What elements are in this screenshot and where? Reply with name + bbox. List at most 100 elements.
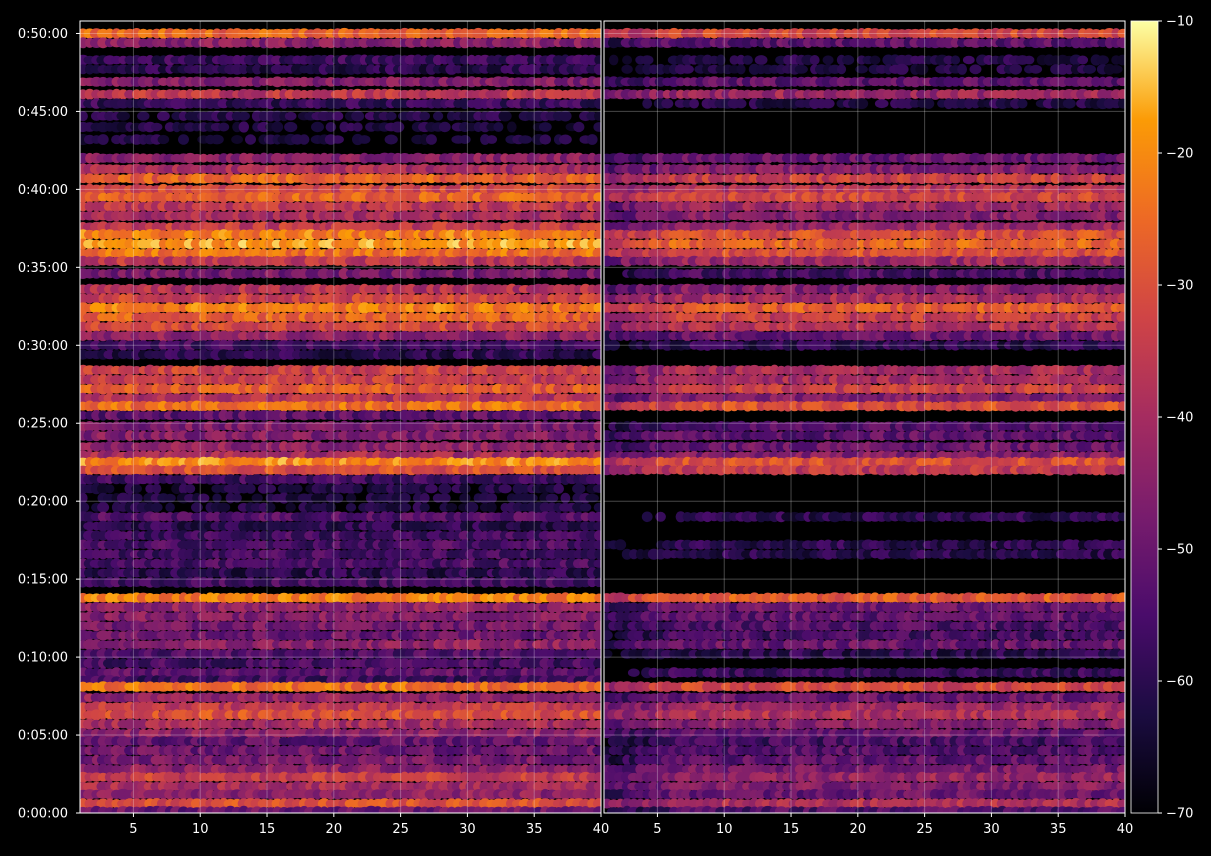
heatmap-cell bbox=[553, 28, 565, 39]
heatmap-cell bbox=[312, 98, 323, 109]
heatmap-cell bbox=[151, 153, 162, 164]
heatmap-cell bbox=[345, 503, 357, 512]
heatmap-cell bbox=[365, 98, 377, 109]
heatmap-cell bbox=[251, 76, 263, 88]
heatmap-cell bbox=[152, 483, 162, 494]
heatmap-cell bbox=[284, 111, 297, 121]
heatmap-cell bbox=[499, 29, 511, 38]
heatmap-cell bbox=[466, 54, 477, 66]
heatmap-cell bbox=[594, 549, 601, 560]
heatmap-cell bbox=[225, 202, 236, 211]
heatmap-cell bbox=[239, 64, 249, 75]
heatmap-cell bbox=[473, 152, 484, 164]
heatmap-cell bbox=[579, 503, 592, 512]
heatmap-cell bbox=[580, 192, 591, 202]
heatmap-cell bbox=[212, 202, 222, 211]
heatmap-cell bbox=[150, 502, 163, 513]
heatmap-cell bbox=[331, 135, 344, 144]
heatmap-cell bbox=[593, 192, 601, 203]
heatmap-cell bbox=[438, 121, 451, 133]
heatmap-cell bbox=[165, 502, 175, 512]
heatmap-cell bbox=[593, 284, 601, 295]
heatmap-cell bbox=[593, 374, 601, 386]
heatmap-cell bbox=[459, 483, 471, 494]
heatmap-cell bbox=[538, 122, 552, 132]
heatmap-cell bbox=[539, 134, 551, 145]
heatmap-cell bbox=[592, 89, 601, 100]
heatmap-cell bbox=[473, 174, 483, 183]
heatmap-cell bbox=[594, 431, 601, 441]
heatmap-cell bbox=[218, 153, 229, 164]
heatmap-cell bbox=[385, 111, 397, 121]
heatmap-cell bbox=[426, 38, 437, 48]
heatmap-cell bbox=[493, 122, 504, 132]
heatmap-cell bbox=[157, 134, 170, 145]
heatmap-cell bbox=[594, 530, 601, 541]
heatmap-cell bbox=[438, 483, 452, 495]
heatmap-cell bbox=[391, 121, 405, 133]
heatmap-panel-left bbox=[80, 27, 601, 813]
heatmap-cell bbox=[559, 110, 572, 122]
heatmap-cell bbox=[291, 89, 303, 100]
heatmap-cell bbox=[586, 134, 598, 145]
heatmap-cell bbox=[425, 134, 437, 145]
heatmap-cell bbox=[284, 121, 298, 133]
heatmap-cell bbox=[459, 201, 471, 212]
heatmap-cell bbox=[453, 184, 464, 195]
heatmap-cell bbox=[272, 110, 283, 122]
heatmap-cell bbox=[592, 629, 601, 641]
heatmap-cell bbox=[593, 511, 601, 522]
heatmap-cell bbox=[419, 111, 431, 121]
heatmap-cell bbox=[593, 442, 601, 451]
heatmap-cell bbox=[592, 77, 601, 87]
heatmap-cell bbox=[572, 483, 586, 494]
heatmap-cell bbox=[587, 152, 597, 164]
heatmap-cell bbox=[593, 63, 601, 75]
heatmap-cell bbox=[332, 98, 344, 109]
heatmap-cell bbox=[593, 400, 601, 412]
heatmap-cell bbox=[593, 620, 601, 632]
heatmap-cell bbox=[519, 163, 531, 175]
heatmap-cell bbox=[459, 135, 471, 144]
heatmap-cell bbox=[131, 484, 143, 494]
heatmap-cell bbox=[198, 153, 209, 163]
heatmap-cell bbox=[425, 484, 438, 494]
heatmap-cell bbox=[384, 134, 398, 145]
heatmap-cell bbox=[592, 256, 601, 266]
heatmap-cell bbox=[560, 492, 571, 504]
heatmap-cell bbox=[219, 201, 229, 212]
heatmap-cell bbox=[178, 191, 189, 203]
heatmap-cell bbox=[593, 122, 601, 132]
heatmap-cell bbox=[185, 484, 196, 494]
heatmap-cell bbox=[459, 98, 471, 110]
heatmap-cell bbox=[332, 37, 343, 48]
heatmap-cell bbox=[339, 121, 350, 133]
heatmap-cell bbox=[593, 567, 601, 578]
heatmap-cell bbox=[419, 28, 430, 39]
heatmap-cell bbox=[498, 110, 512, 122]
heatmap-cell bbox=[352, 483, 363, 494]
heatmap-cell bbox=[331, 111, 344, 121]
heatmap-cell bbox=[593, 28, 601, 39]
heatmap-cell bbox=[592, 311, 601, 323]
heatmap-cell bbox=[358, 135, 371, 144]
heatmap-cell bbox=[419, 492, 430, 504]
heatmap-cell bbox=[594, 222, 601, 232]
heatmap-cell bbox=[464, 501, 479, 513]
heatmap-cell bbox=[419, 502, 430, 512]
heatmap-cell bbox=[553, 483, 564, 494]
heatmap-cell bbox=[593, 302, 601, 314]
heatmap-cell bbox=[204, 63, 216, 75]
heatmap-cell bbox=[272, 89, 282, 100]
heatmap-cell bbox=[178, 134, 189, 145]
heatmap-cell bbox=[527, 173, 537, 184]
heatmap-cell bbox=[453, 201, 463, 212]
heatmap-cell bbox=[138, 184, 149, 195]
heatmap-cell bbox=[593, 521, 601, 531]
heatmap-cell bbox=[459, 55, 470, 65]
heatmap-cell bbox=[116, 111, 130, 121]
heatmap-cell bbox=[325, 502, 336, 513]
heatmap-cell bbox=[217, 502, 231, 513]
heatmap-cell bbox=[498, 484, 512, 494]
